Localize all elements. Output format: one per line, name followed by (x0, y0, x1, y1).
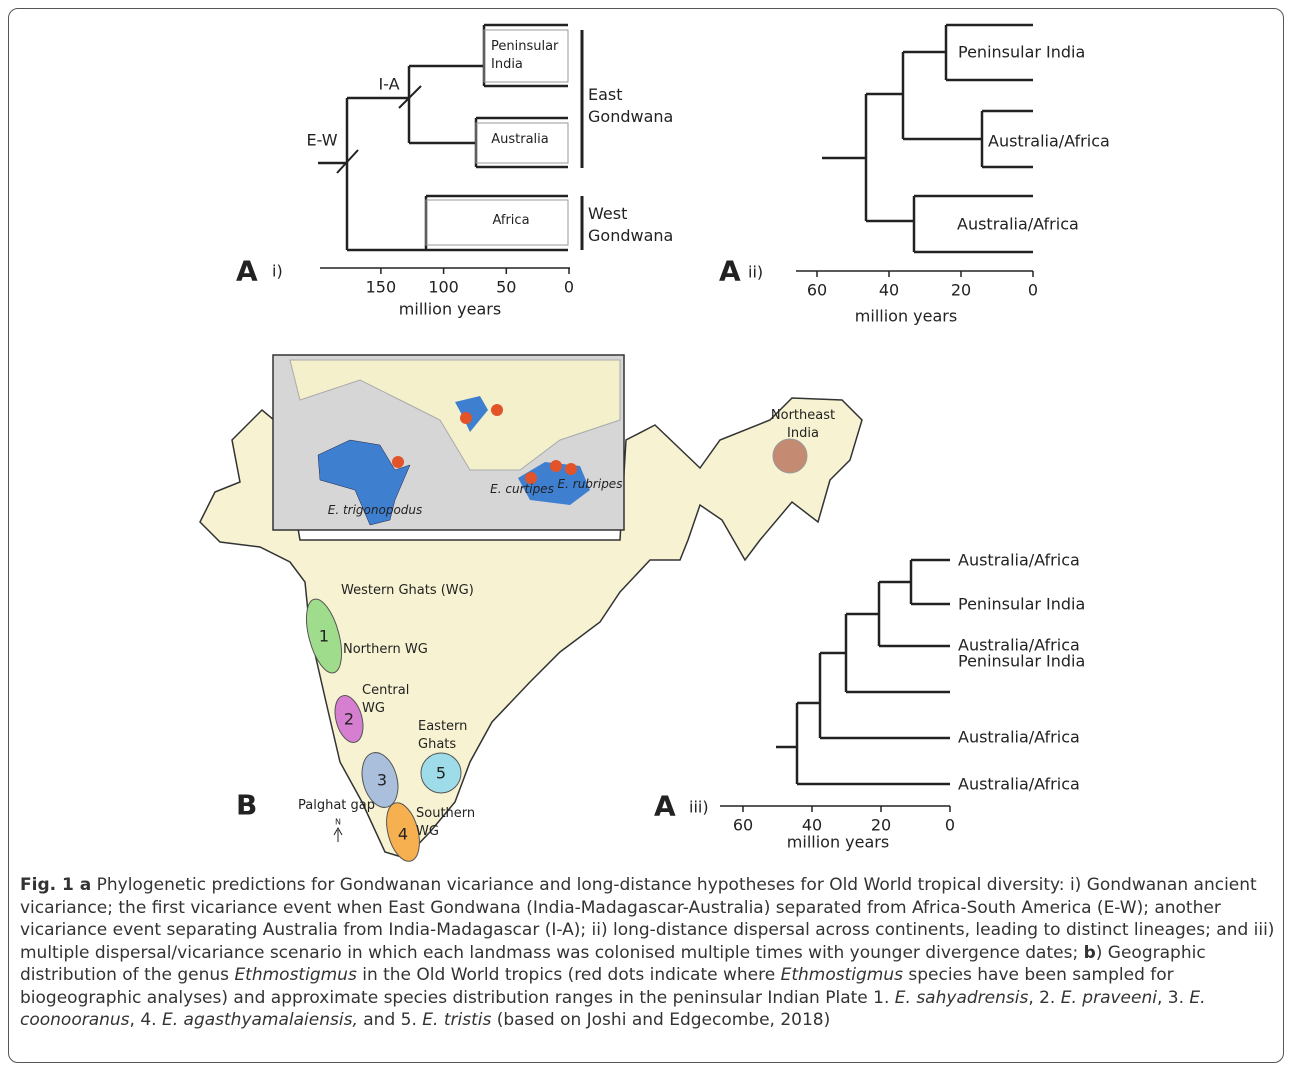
caption-run: Ethmostigmus (234, 965, 357, 985)
range-4 (386, 802, 420, 862)
tick-label: 40 (801, 815, 823, 835)
caption-run: (based on Joshi and Edgecombe, 2018) (491, 1010, 831, 1030)
region-label: Northern WG (343, 642, 428, 657)
caption-run: in the Old World tropics (red dots indic… (356, 965, 781, 985)
inset-land (289, 359, 621, 471)
clade-label: Australia (491, 132, 549, 147)
clade-boxes (425, 29, 569, 246)
caption-run: and 5. (357, 1010, 423, 1030)
event-label: E-W (306, 130, 338, 150)
region-label: Eastern Ghats (418, 719, 468, 752)
caption-run: Ethmostigmus (780, 965, 903, 985)
caption-run: , 2. (1028, 987, 1061, 1008)
caption-run: species have been sampled for biogeograp… (20, 965, 1174, 1008)
region-label: Northeast India (770, 408, 836, 441)
figure-frame (8, 8, 1284, 1063)
group-label: West Gondwana (588, 204, 674, 245)
range-3 (361, 752, 399, 808)
species-label: E. trigonopodus (327, 503, 423, 517)
region-label: Central WG (362, 683, 410, 716)
tick-label: 40 (878, 280, 900, 300)
range-2 (334, 695, 364, 743)
event-label: I-A (378, 74, 400, 94)
tick-label: 60 (806, 280, 828, 300)
leaf-label: Australia/Africa (958, 727, 1080, 747)
region-label: Southern WG (416, 806, 476, 839)
panel-label: A (236, 254, 258, 288)
tree-ii (822, 23, 1033, 254)
panel-label: A (719, 254, 741, 288)
tick-label: 20 (870, 815, 892, 835)
sample-dots (392, 404, 577, 484)
tick-label: 60 (732, 815, 754, 835)
north-label: N (335, 817, 341, 827)
range-number: 5 (435, 763, 447, 783)
tree-iii (776, 558, 950, 786)
india-inset (455, 396, 488, 432)
range-number: 2 (343, 709, 355, 729)
panel-sublabel: ii) (748, 262, 764, 282)
clade-label: Australia/Africa (957, 214, 1079, 234)
leaf-label: Peninsular India (958, 651, 1086, 671)
axis-label: million years (854, 306, 958, 326)
leaf-label: Australia/Africa (958, 550, 1080, 570)
range-1 (305, 598, 343, 674)
north-arrow (333, 826, 343, 842)
caption-run: b (1083, 942, 1096, 963)
northeast-range (772, 438, 808, 474)
caption: Fig. 1 a Phylogenetic predictions for Go… (20, 874, 1275, 1032)
range-number: 1 (318, 626, 330, 646)
range-number: 3 (376, 770, 388, 790)
clade-label: Australia/Africa (988, 131, 1110, 151)
group-label: East Gondwana (588, 85, 674, 126)
caption-run: Fig. 1 a (20, 875, 92, 895)
tick-label: 100 (428, 277, 459, 297)
clade-label: Peninsular India (958, 42, 1086, 62)
caption-run: E. agasthyamalaiensis, (161, 1010, 358, 1030)
caption-run: E. praveeni (1060, 987, 1157, 1008)
species-label: E. rubripes (557, 477, 623, 491)
tick-label: 150 (365, 277, 397, 297)
caption-run: , 4. (129, 1010, 162, 1030)
panel-sublabel: i) (272, 261, 283, 281)
caption-run: E. sahyadrensis (894, 987, 1029, 1008)
clade-label: Peninsular India (491, 39, 559, 72)
region-label: Western Ghats (WG) (341, 583, 474, 598)
axis-label: million years (398, 299, 502, 319)
caption-run: E. coonooranus (20, 987, 1206, 1031)
panel-label: B (236, 788, 258, 822)
tick-label: 0 (563, 277, 575, 297)
clade-label: Africa (492, 213, 530, 228)
panel-sublabel: iii) (689, 797, 709, 817)
tick-label: 0 (1027, 280, 1039, 300)
tick-label: 0 (944, 815, 956, 835)
leaf-label: Peninsular India (958, 594, 1086, 614)
range-number: 4 (397, 824, 409, 844)
caption-run: Phylogenetic predictions for Gondwanan v… (20, 875, 1275, 963)
panel-label: A (654, 789, 676, 823)
species-label: E. curtipes (490, 482, 554, 496)
range-5 (420, 752, 462, 794)
map (199, 354, 863, 862)
axis-label: million years (786, 832, 890, 852)
tick-label: 50 (496, 277, 517, 297)
region-label: Palghat gap (298, 798, 375, 813)
leaf-label: Australia/Africa (958, 635, 1080, 655)
caption-run: E. tristis (422, 1010, 492, 1030)
africa (317, 439, 411, 526)
tick-label: 20 (950, 280, 972, 300)
caption-run: ) Geographic distribution of the genus (20, 942, 1206, 986)
leaf-label: Australia/Africa (958, 774, 1080, 794)
caption-run: , 3. (1156, 987, 1190, 1008)
